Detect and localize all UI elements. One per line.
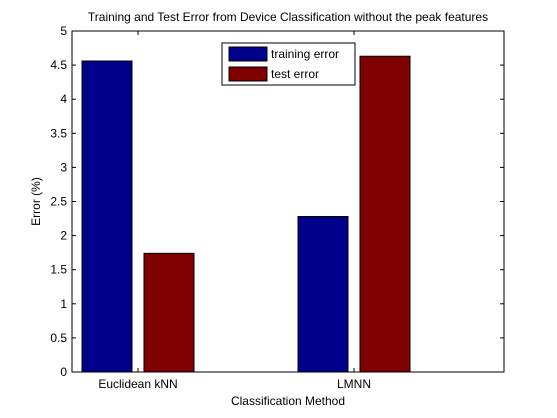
y-tick-label: 3 (60, 160, 67, 174)
y-axis: 0 0.5 1 1.5 2 2.5 3 3.5 4 4.5 5 (50, 24, 504, 379)
legend: training error test error (221, 42, 356, 86)
bars-group (81, 55, 411, 373)
chart-title: Training and Test Error from Device Clas… (88, 10, 488, 24)
legend-swatch-test-error (228, 66, 268, 82)
y-tick-label: 1 (60, 297, 67, 311)
bar-euclidean-knn-test-error (143, 252, 195, 373)
y-tick-label: 1.5 (50, 263, 67, 277)
bar-euclidean-knn-training-error (81, 60, 133, 373)
x-tick-label: Euclidean kNN (98, 377, 177, 391)
x-axis-label: Classification Method (231, 394, 345, 408)
y-axis-label: Error (%) (29, 177, 43, 226)
legend-label-test-error: test error (271, 67, 319, 81)
x-tick-label: LMNN (337, 377, 371, 391)
legend-label-training-error: training error (271, 47, 339, 61)
bar-lmnn-test-error (359, 55, 411, 373)
y-tick-label: 0.5 (50, 331, 67, 345)
y-tick-label: 5 (60, 24, 67, 38)
y-tick-label: 2.5 (50, 195, 67, 209)
y-tick-label: 0 (60, 365, 67, 379)
legend-swatch-training-error (228, 46, 268, 62)
y-tick-label: 4 (60, 92, 67, 106)
y-tick-label: 2 (60, 229, 67, 243)
bar-lmnn-training-error (297, 216, 349, 373)
y-tick-label: 3.5 (50, 126, 67, 140)
y-tick-label: 4.5 (50, 58, 67, 72)
x-axis: Euclidean kNN LMNN (98, 31, 371, 391)
